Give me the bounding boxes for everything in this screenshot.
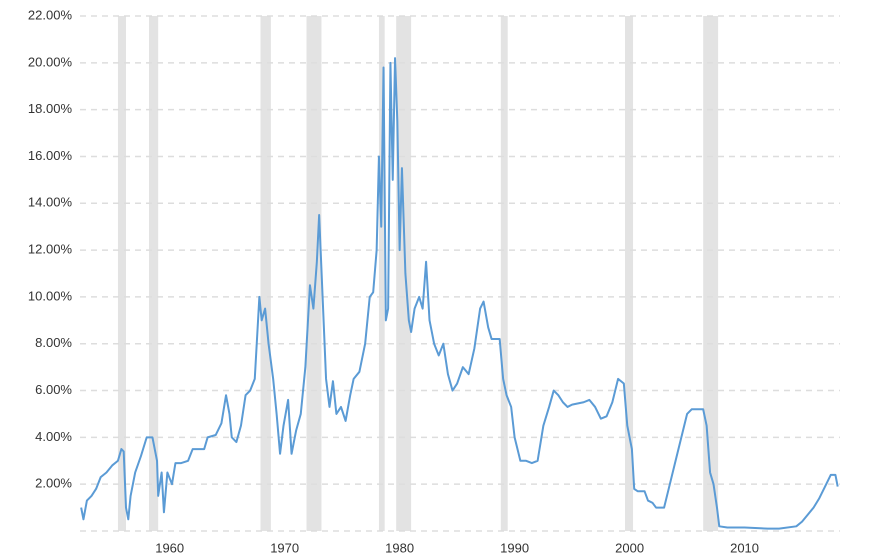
y-tick-label: 20.00% [28,54,73,69]
y-tick-label: 6.00% [35,382,72,397]
recession-band [378,16,385,531]
x-tick-label: 1970 [270,540,299,555]
x-tick-label: 2000 [615,540,644,555]
y-tick-label: 18.00% [28,101,73,116]
recession-band [703,16,719,531]
recession-band [148,16,159,531]
recession-band [624,16,634,531]
recession-band [117,16,126,531]
x-tick-label: 1960 [155,540,184,555]
y-tick-label: 8.00% [35,335,72,350]
y-tick-label: 14.00% [28,195,73,210]
y-tick-label: 16.00% [28,148,73,163]
y-tick-label: 10.00% [28,288,73,303]
recession-band [260,16,271,531]
x-tick-label: 1980 [385,540,414,555]
y-tick-label: 12.00% [28,242,73,257]
recession-band [306,16,322,531]
recession-band [396,16,412,531]
y-tick-label: 2.00% [35,476,72,491]
rate-line [80,57,839,530]
y-tick-label: 22.00% [28,7,73,22]
x-tick-label: 1990 [500,540,529,555]
y-tick-label: 4.00% [35,429,72,444]
recession-band [500,16,508,531]
x-tick-label: 2010 [730,540,759,555]
